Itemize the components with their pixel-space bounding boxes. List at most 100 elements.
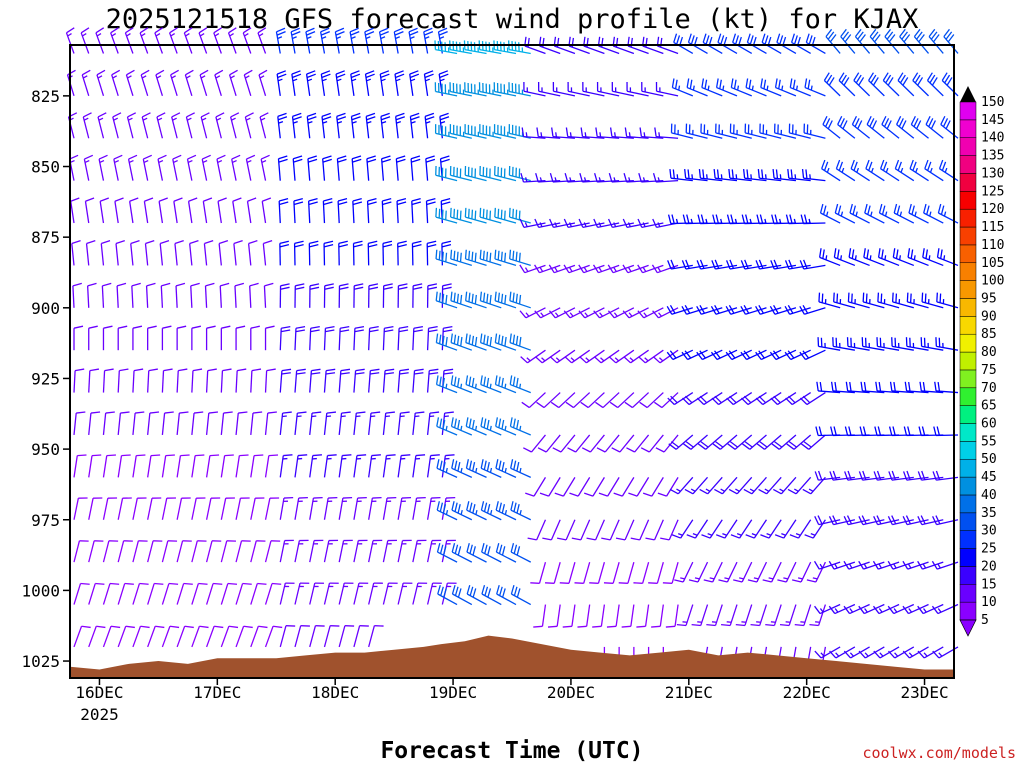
wind-barb [480,501,502,521]
wind-barb [464,124,487,139]
wind-barb [450,291,473,309]
wind-barb [191,454,205,478]
wind-barb [367,240,378,266]
wind-barb [728,476,753,495]
wind-barb [725,304,752,315]
wind-barb [774,78,797,97]
wind-barb [220,540,236,563]
wind-barb [409,112,420,139]
wind-barb [247,240,258,266]
wind-barb [800,214,826,225]
wind-barb [696,259,723,270]
wind-barb [423,27,434,54]
wind-barb [73,368,85,393]
wind-barb [161,368,173,393]
wind-barb [525,477,547,497]
wind-barb [321,112,332,139]
wind-barb [397,368,409,393]
wind-barb [436,501,458,521]
wind-barb [205,582,223,605]
wind-barb [278,197,289,224]
wind-barb [877,292,900,309]
wind-barb [523,82,546,97]
wind-barb [745,78,767,97]
wind-barb [450,333,473,351]
wind-barb [382,240,393,266]
wind-barb [264,540,281,563]
wind-barb [338,325,350,351]
wind-barb [368,539,383,563]
wind-barb [819,248,841,267]
wind-barb [670,123,693,139]
wind-barb [493,124,517,139]
wind-barb [191,497,206,520]
wind-barb [334,27,345,54]
wind-barb [760,519,782,539]
wind-barb [691,604,709,627]
wind-barb [925,115,944,139]
colorbar-label: 145 [981,113,1004,128]
wind-barb [353,368,365,393]
wind-barb [323,283,334,308]
wind-barb [83,154,94,181]
wind-barb [235,368,247,393]
wind-barb [95,27,105,54]
colorbar-label: 20 [981,559,997,574]
wind-barb [230,112,240,139]
wind-barb [787,168,811,182]
wind-barb [873,470,900,481]
wind-barb [233,240,243,266]
wind-barb [102,625,121,648]
wind-barb [701,519,723,539]
wind-barb [755,392,782,406]
wind-barb [86,282,97,308]
colorbar-label: 70 [981,381,997,396]
wind-barb [712,434,738,450]
wind-barb [509,417,531,436]
wind-barb [565,127,590,139]
wind-barb [495,501,517,521]
wind-barb [115,240,125,266]
wind-barb [426,539,442,563]
wind-barb [510,543,532,563]
wind-barb [147,497,162,520]
wind-barb [655,82,679,97]
wind-barb [351,155,362,181]
wind-barb [873,515,900,526]
wind-barb [539,477,561,497]
wind-barb [250,582,267,605]
wind-barb [338,582,354,605]
wind-barb [145,282,156,308]
wind-barb [607,218,634,229]
wind-barb [938,159,959,182]
wind-barb [350,70,361,96]
wind-barb [563,264,590,274]
wind-barb [263,282,274,308]
wind-barb [533,604,547,628]
wind-barb [537,434,561,453]
wind-barb [117,411,130,436]
wind-barb [276,70,287,96]
wind-barb [394,70,405,96]
wind-barb [189,240,199,266]
x-tick-label: 20DEC [547,683,595,702]
wind-barb [919,381,944,394]
wind-barb [246,197,257,224]
wind-barb [132,540,148,563]
wind-barb [70,197,80,224]
wind-barb [464,82,487,97]
wind-barb [435,291,458,309]
surface-terrain [70,635,954,678]
wind-barb [205,497,221,520]
wind-barb [235,411,248,436]
wind-barb [862,292,885,309]
wind-barb [366,155,377,181]
wind-barb [582,82,605,97]
wind-barb [906,292,929,309]
wind-barb [494,207,517,224]
wind-barb [73,325,84,351]
wind-barb [465,459,487,478]
wind-barb [742,168,767,182]
wind-barb [755,304,782,315]
wind-barb [338,283,349,308]
